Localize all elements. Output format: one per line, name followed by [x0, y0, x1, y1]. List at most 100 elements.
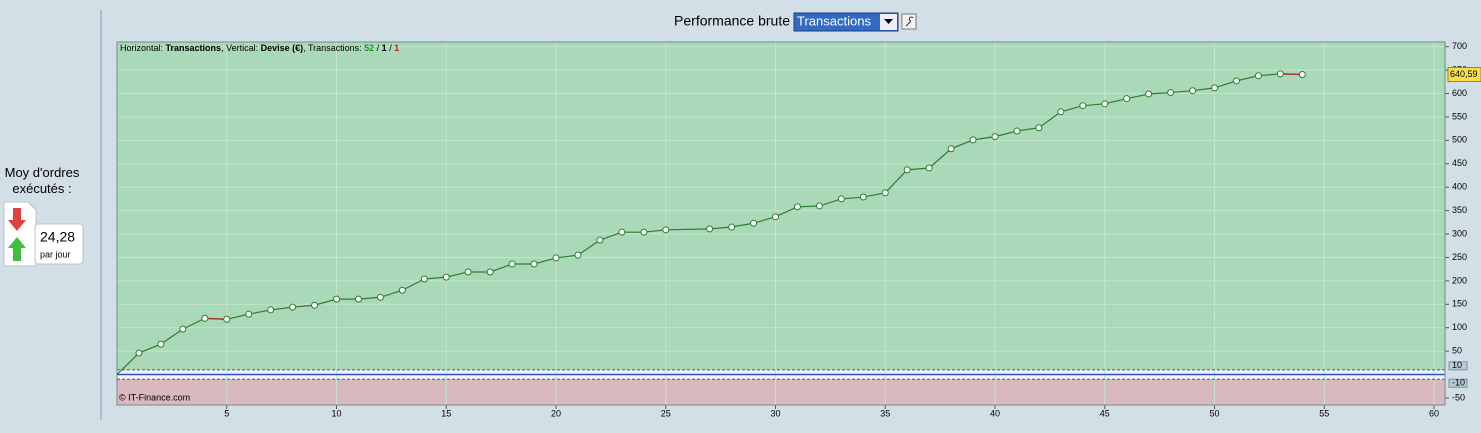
positive-zone — [117, 42, 1445, 370]
threshold-label: 10 — [1452, 360, 1462, 370]
point — [267, 306, 275, 314]
select[interactable] — [793, 12, 899, 32]
point — [1276, 70, 1284, 78]
x-tick-label: 15 — [441, 408, 451, 418]
y-tick-label: 550 — [1452, 111, 1467, 121]
point — [420, 275, 428, 283]
point — [354, 295, 362, 303]
header-part: Devise (€) — [261, 43, 304, 53]
wrench — [905, 16, 914, 27]
point — [706, 225, 714, 233]
y-tick-label: 450 — [1452, 158, 1467, 168]
point — [925, 164, 933, 172]
value-label-box — [1447, 67, 1481, 83]
point — [1145, 90, 1153, 98]
point — [793, 203, 801, 211]
y-tick-label: 50 — [1452, 346, 1462, 356]
point — [618, 228, 626, 236]
x-tick-label: 25 — [661, 408, 671, 418]
point — [837, 195, 845, 203]
point — [772, 213, 780, 221]
header-part: 52 — [364, 43, 374, 53]
point — [728, 223, 736, 231]
point — [1123, 95, 1131, 103]
point — [376, 293, 384, 301]
x-tick-label: 5 — [224, 408, 229, 418]
point — [903, 166, 911, 174]
icon-up — [8, 237, 26, 261]
point — [1189, 87, 1197, 95]
point — [398, 286, 406, 294]
x-tick-label: 30 — [771, 408, 781, 418]
point — [1167, 89, 1175, 97]
point — [596, 236, 604, 244]
y-tick-label: 150 — [1452, 299, 1467, 309]
toolbar-label: Performance brute — [674, 13, 790, 29]
point — [1298, 71, 1306, 79]
point — [552, 254, 560, 262]
x-tick-label: 20 — [551, 408, 561, 418]
point — [464, 268, 472, 276]
header-part: , Transactions: — [303, 43, 364, 53]
plot-frame — [116, 41, 1446, 406]
header-part: / — [387, 43, 395, 53]
settings-button[interactable] — [901, 13, 917, 30]
value-label: 640,59 — [1450, 69, 1478, 79]
point — [1079, 102, 1087, 110]
point — [157, 340, 165, 348]
point — [1013, 127, 1021, 135]
y-tick-label: 200 — [1452, 275, 1467, 285]
point — [179, 325, 187, 333]
y-tick-label: 400 — [1452, 182, 1467, 192]
point — [815, 202, 823, 210]
point — [530, 260, 538, 268]
point — [881, 189, 889, 197]
y-tick-label: 250 — [1452, 252, 1467, 262]
sidebar-value: 24,28 — [40, 229, 75, 245]
header-part: Horizontal: — [120, 43, 166, 53]
threshold-box — [1448, 378, 1468, 388]
x-tick-label: 55 — [1319, 408, 1329, 418]
point — [1035, 124, 1043, 132]
point — [750, 219, 758, 227]
chart: 5101520253035404550556070065060055050045… — [116, 41, 1481, 418]
chart-header: Horizontal: Transactions, Vertical: Devi… — [120, 43, 399, 53]
point — [859, 193, 867, 201]
threshold-box — [1448, 361, 1468, 371]
point — [508, 260, 516, 268]
select-arrow — [884, 19, 893, 24]
header-part: Transactions — [166, 43, 222, 53]
point — [486, 268, 494, 276]
y-tick-label: 350 — [1452, 205, 1467, 215]
icon-down — [8, 208, 26, 231]
point — [1057, 108, 1065, 116]
point — [223, 315, 231, 323]
y-tick-label: -50 — [1452, 392, 1465, 402]
point — [991, 133, 999, 141]
header-part: , Vertical: — [221, 43, 261, 53]
point — [333, 295, 341, 303]
point — [135, 349, 143, 357]
x-tick-label: 40 — [990, 408, 1000, 418]
select-text: Transactions — [797, 13, 871, 28]
header-part: 1 — [394, 43, 399, 53]
x-tick-label: 10 — [331, 408, 341, 418]
negative-zone — [117, 379, 1445, 405]
y-tick-label: 700 — [1452, 41, 1467, 51]
header-part: / — [374, 43, 382, 53]
point — [201, 314, 209, 322]
line — [116, 73, 1303, 375]
x-tick-label: 60 — [1429, 408, 1439, 418]
point — [1101, 100, 1109, 108]
x-tick-label: 45 — [1100, 408, 1110, 418]
y-tick-label: 100 — [1452, 322, 1467, 332]
point — [1211, 84, 1219, 92]
point — [640, 228, 648, 236]
y-tick-label: 600 — [1452, 88, 1467, 98]
sidebar-unit: par jour — [40, 249, 71, 259]
point — [662, 226, 670, 234]
point — [969, 136, 977, 144]
footer: © IT-Finance.com — [119, 392, 190, 402]
